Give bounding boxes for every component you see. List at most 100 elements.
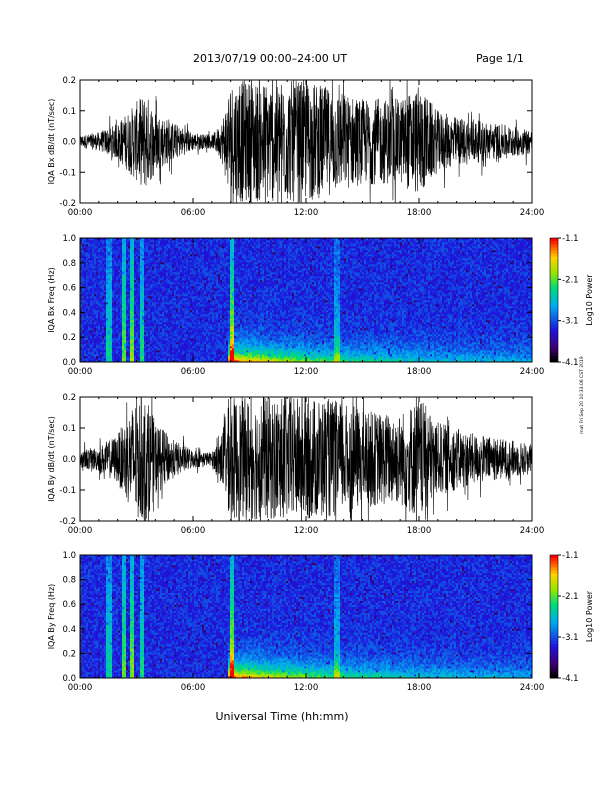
spectrogram-cell — [214, 334, 216, 336]
spectrogram-cell — [176, 334, 178, 336]
spectrogram-cell — [142, 276, 144, 278]
spectrogram-cell — [166, 310, 168, 312]
spectrogram-cell — [162, 338, 164, 340]
spectrogram-cell — [166, 262, 168, 264]
spectrogram-cell — [186, 270, 188, 272]
spectrogram-cell — [212, 256, 214, 258]
spectrogram-cell — [176, 242, 178, 244]
spectrogram-cell — [132, 352, 134, 354]
spectrogram-cell — [226, 308, 228, 310]
spectrogram-cell — [220, 266, 222, 268]
spectrogram-cell — [110, 286, 112, 288]
spectrogram-cell — [178, 266, 180, 268]
spectrogram-cell — [178, 262, 180, 264]
spectrogram-cell — [140, 300, 142, 302]
spectrogram-cell — [88, 340, 90, 342]
spectrogram-cell — [88, 280, 90, 282]
spectrogram-cell — [182, 350, 184, 352]
spectrogram-cell — [192, 318, 194, 320]
spectrogram-cell — [166, 294, 168, 296]
spectrogram-cell — [236, 288, 238, 290]
spectrogram-cell — [112, 296, 114, 298]
spectrogram-cell — [186, 264, 188, 266]
spectrogram-cell — [210, 316, 212, 318]
spectrogram-cell — [102, 356, 104, 358]
spectrogram-cell — [130, 294, 132, 296]
spectrogram-cell — [228, 240, 230, 242]
spectrogram-cell — [166, 304, 168, 306]
spectrogram-cell — [190, 310, 192, 312]
spectrogram-cell — [164, 266, 166, 268]
spectrogram-cell — [178, 272, 180, 274]
spectrogram-cell — [90, 278, 92, 280]
spectrogram-cell — [90, 300, 92, 302]
spectrogram-cell — [162, 262, 164, 264]
spectrogram-cell — [140, 306, 142, 308]
spectrogram-cell — [176, 338, 178, 340]
spectrogram-cell — [208, 348, 210, 350]
spectrogram-cell — [236, 248, 238, 250]
spectrogram-cell — [168, 282, 170, 284]
spectrogram-cell — [202, 300, 204, 302]
spectrogram-cell — [222, 292, 224, 294]
spectrogram-cell — [136, 304, 138, 306]
spectrogram-cell — [120, 354, 122, 356]
spectrogram-cell — [146, 258, 148, 260]
spectrogram-cell — [174, 334, 176, 336]
spectrogram-cell — [176, 250, 178, 252]
spectrogram-cell — [164, 282, 166, 284]
spectrogram-cell — [196, 298, 198, 300]
spectrogram-cell — [150, 356, 152, 358]
spectrogram-cell — [204, 336, 206, 338]
spectrogram-cell — [136, 336, 138, 338]
spectrogram-cell — [94, 244, 96, 246]
spectrogram-cell — [230, 290, 232, 292]
spectrogram-cell — [116, 270, 118, 272]
spectrogram-cell — [138, 240, 140, 242]
spectrogram-cell — [134, 274, 136, 276]
spectrogram-cell — [90, 358, 92, 360]
spectrogram-cell — [154, 316, 156, 318]
spectrogram-cell — [82, 246, 84, 248]
spectrogram-cell — [92, 332, 94, 334]
spectrogram-cell — [136, 316, 138, 318]
spectrogram-cell — [136, 296, 138, 298]
spectrogram-cell — [194, 286, 196, 288]
spectrogram-cell — [130, 350, 132, 352]
spectrogram-cell — [158, 300, 160, 302]
spectrogram-cell — [118, 308, 120, 310]
spectrogram-cell — [90, 244, 92, 246]
spectrogram-cell — [136, 248, 138, 250]
spectrogram-cell — [100, 256, 102, 258]
spectrogram-cell — [182, 274, 184, 276]
spectrogram-cell — [128, 322, 130, 324]
spectrogram-cell — [226, 294, 228, 296]
spectrogram-cell — [122, 338, 124, 340]
x-tick-label: 12:00 — [294, 208, 319, 218]
spectrogram-cell — [154, 308, 156, 310]
spectrogram-cell — [126, 352, 128, 354]
spectrogram-cell — [90, 314, 92, 316]
spectrogram-cell — [178, 268, 180, 270]
spectrogram-cell — [206, 264, 208, 266]
spectrogram-cell — [206, 288, 208, 290]
spectrogram-cell — [146, 288, 148, 290]
spectrogram-cell — [158, 358, 160, 360]
spectrogram-cell — [156, 322, 158, 324]
spectrogram-cell — [192, 278, 194, 280]
spectrogram-cell — [124, 268, 126, 270]
spectrogram-cell — [196, 338, 198, 340]
spectrogram-cell — [236, 352, 238, 354]
spectrogram-cell — [188, 304, 190, 306]
spectrogram-cell — [216, 344, 218, 346]
spectrogram-cell — [236, 350, 238, 352]
spectrogram-cell — [140, 350, 142, 352]
spectrogram-cell — [212, 340, 214, 342]
spectrogram-cell — [224, 344, 226, 346]
spectrogram-cell — [188, 326, 190, 328]
spectrogram-cell — [124, 254, 126, 256]
spectrogram-cell — [236, 310, 238, 312]
spectrogram-cell — [94, 288, 96, 290]
spectrogram-cell — [218, 268, 220, 270]
spectrogram-cell — [92, 240, 94, 242]
